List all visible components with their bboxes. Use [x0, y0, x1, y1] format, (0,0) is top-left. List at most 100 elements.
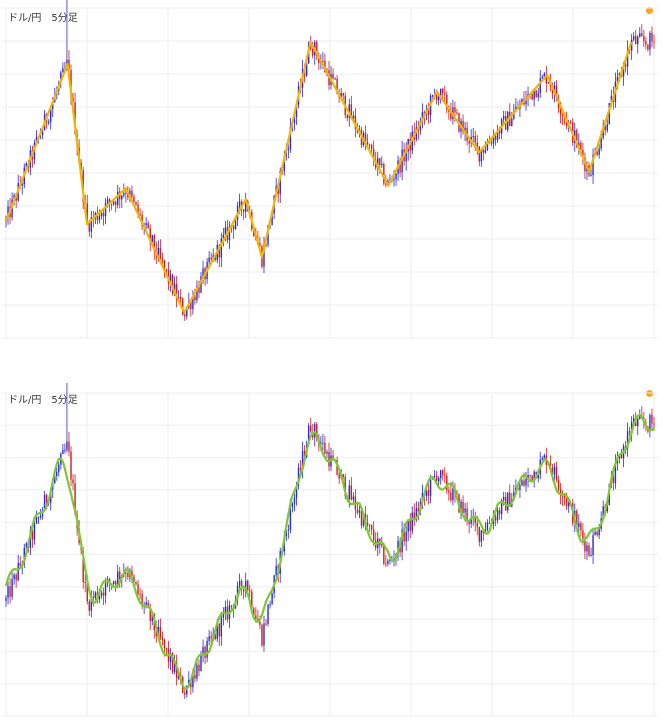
candle-body	[125, 192, 127, 194]
candle-body	[100, 592, 103, 596]
candle-body	[507, 492, 509, 511]
candle-body	[389, 559, 391, 561]
candle-body	[86, 203, 88, 223]
candle-body	[555, 466, 558, 480]
candle-body	[342, 92, 344, 96]
candle-body	[149, 607, 151, 622]
candle-body	[184, 314, 186, 317]
candle-body	[641, 33, 643, 36]
chart-panel-top: ドル/円 5分足	[0, 0, 663, 355]
candle-body	[84, 581, 86, 583]
info-icon[interactable]	[646, 7, 653, 14]
candle-body	[639, 33, 641, 37]
candle-body	[533, 471, 535, 481]
candle-body	[133, 196, 135, 202]
candle-body	[98, 216, 101, 221]
candle-body	[647, 44, 649, 50]
candle-body	[171, 653, 174, 672]
candle-body	[114, 581, 117, 585]
candle-body	[602, 506, 604, 519]
candle-body	[41, 130, 44, 136]
candlestick-chart-smooth	[2, 383, 658, 717]
candle-body	[234, 219, 237, 230]
candle-body	[582, 149, 584, 159]
candle-body	[62, 68, 64, 73]
candle-body	[112, 201, 115, 205]
candle-body	[70, 451, 72, 480]
candle-body	[56, 471, 58, 476]
candle-body	[582, 530, 584, 539]
candle-body	[7, 586, 9, 598]
candle-body	[405, 151, 407, 162]
candle-body	[635, 36, 637, 45]
chart-panel-bottom: ドル/円 5分足	[0, 383, 663, 726]
candle-body	[244, 580, 247, 592]
candle-body	[265, 623, 267, 625]
candle-body	[106, 199, 109, 204]
candle-body	[139, 593, 141, 595]
candle-body	[165, 647, 168, 649]
candle-body	[37, 517, 40, 519]
candle-body	[194, 296, 196, 301]
candle-body	[198, 664, 200, 672]
candle-body	[121, 195, 123, 200]
candle-body	[500, 500, 503, 515]
candle-body	[102, 213, 105, 217]
candle-body	[68, 441, 70, 452]
grid	[2, 392, 658, 717]
candle-body	[196, 286, 198, 301]
candle-body	[39, 515, 42, 518]
candle-body	[417, 508, 420, 512]
candle-body	[450, 492, 452, 501]
candle-body	[147, 602, 149, 608]
candle-body	[96, 212, 99, 221]
candle-body	[513, 111, 515, 119]
candle-body	[169, 274, 172, 284]
candle-body	[82, 550, 84, 582]
candle-body	[135, 201, 137, 205]
candle-body	[474, 516, 476, 524]
candle-body	[316, 424, 318, 438]
candle-body	[494, 516, 497, 521]
candle-body	[637, 419, 639, 427]
candle-body	[616, 76, 619, 82]
candle-body	[5, 597, 7, 601]
candle-body	[190, 301, 192, 310]
candle-body	[366, 142, 369, 145]
candle-body	[470, 517, 472, 525]
candle-body	[626, 49, 629, 67]
candle-body	[19, 563, 21, 566]
candle-body	[218, 244, 221, 258]
candle-body	[289, 507, 292, 530]
candle-body	[533, 90, 535, 100]
candle-body	[236, 585, 239, 600]
candle-body	[314, 424, 316, 438]
candle-body	[303, 450, 306, 458]
candle-body	[370, 525, 373, 530]
candle-body	[539, 78, 541, 94]
candlestick-chart-zigzag	[2, 0, 658, 339]
candle-body	[563, 496, 566, 499]
grid	[2, 7, 658, 339]
candle-body	[368, 144, 371, 146]
candle-body	[626, 431, 629, 449]
candle-body	[468, 140, 470, 144]
candle-body	[177, 675, 180, 679]
candle-body	[253, 229, 255, 237]
candle-body	[186, 307, 188, 317]
candle-body	[385, 183, 387, 185]
candle-body	[350, 485, 353, 500]
candle-body	[620, 454, 623, 459]
candle-body	[102, 592, 105, 596]
candle-body	[439, 88, 442, 97]
candle-body	[228, 226, 231, 241]
zigzag-line	[4, 40, 633, 314]
candle-body	[163, 639, 166, 648]
candle-body	[531, 475, 533, 481]
candle-body	[405, 531, 407, 542]
candle-body	[291, 503, 294, 508]
candle-body	[352, 496, 355, 500]
candle-body	[488, 142, 491, 144]
candle-body	[427, 490, 430, 496]
candle-body	[210, 636, 212, 639]
